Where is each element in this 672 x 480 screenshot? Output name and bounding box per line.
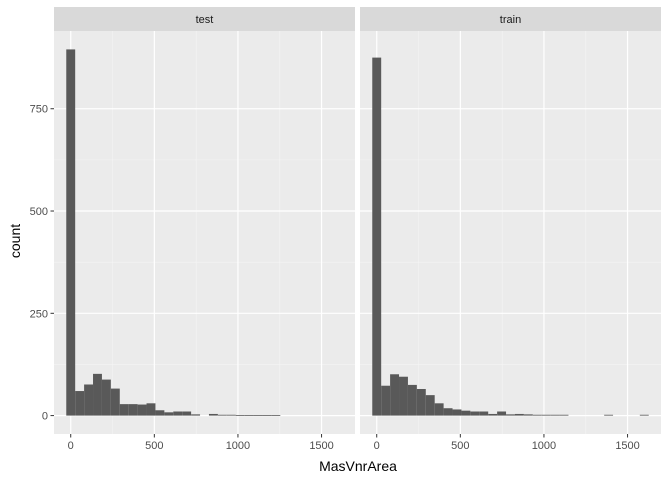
histogram-bar — [541, 414, 551, 416]
histogram-bar — [390, 374, 400, 416]
histogram-bar — [497, 411, 507, 416]
facet-strip-label: train — [500, 14, 521, 26]
histogram-bar — [93, 373, 102, 416]
x-tick-label: 0 — [374, 440, 380, 452]
facet-test: test 0 500 1000 1500 — [54, 7, 355, 452]
x-tick-label: 1000 — [532, 440, 556, 452]
histogram-bar — [550, 414, 560, 416]
y-tick-label: 0 — [42, 411, 48, 423]
y-axis: 0 250 500 750 — [30, 104, 54, 423]
x-tick-label: 500 — [451, 440, 469, 452]
y-tick-label: 250 — [30, 308, 48, 320]
histogram-bar — [416, 388, 426, 416]
histogram-bar — [235, 415, 245, 416]
facet-strip-label: test — [196, 14, 214, 26]
histogram-bar — [639, 414, 649, 416]
histogram-bar — [461, 410, 471, 416]
histogram-bar — [479, 411, 489, 416]
histogram-bar — [128, 404, 138, 416]
histogram-bar — [217, 414, 227, 416]
histogram-bar — [173, 411, 183, 416]
histogram-bar — [66, 49, 76, 416]
histogram-bar — [75, 391, 85, 416]
y-tick-label: 500 — [30, 206, 48, 218]
histogram-bar — [381, 385, 391, 416]
histogram-bar — [399, 376, 408, 416]
histogram-bar — [514, 413, 524, 416]
histogram-bar — [191, 414, 201, 416]
histogram-bar — [559, 414, 569, 416]
histogram-bar — [164, 412, 174, 416]
histogram-bar — [532, 414, 542, 416]
histogram-bar — [488, 413, 498, 416]
histogram-bar — [182, 411, 192, 416]
facet-train: train 0 500 1000 1500 — [360, 7, 661, 452]
histogram-bar — [137, 404, 147, 416]
panel-background — [54, 31, 355, 434]
facet-strip — [360, 7, 661, 31]
histogram-bar — [452, 409, 462, 416]
histogram-bar — [434, 403, 444, 416]
histogram-bar — [208, 413, 218, 416]
histogram-bar — [425, 395, 435, 416]
panel-background — [360, 31, 661, 434]
histogram-bar — [604, 414, 614, 416]
facet-strip — [54, 7, 355, 31]
histogram-bar — [506, 414, 515, 416]
histogram-bar — [84, 384, 94, 416]
histogram-bar — [155, 410, 165, 416]
y-tick-label: 750 — [30, 104, 48, 116]
x-tick-label: 1500 — [615, 440, 639, 452]
histogram-bar — [470, 411, 480, 416]
histogram-bar — [372, 57, 382, 416]
facet-panels: test 0 500 1000 1500 train 0 500 1000 1500 — [54, 7, 661, 452]
histogram-bar — [110, 388, 120, 416]
histogram-bar — [443, 408, 453, 416]
histogram-bar — [523, 414, 533, 416]
histogram-bar — [407, 384, 417, 416]
histogram-bar — [226, 414, 236, 416]
x-axis-title: MasVnrArea — [319, 458, 397, 474]
x-tick-label: 1500 — [309, 440, 333, 452]
histogram-bar — [271, 415, 281, 416]
histogram-bar — [253, 415, 263, 416]
x-tick-label: 0 — [68, 440, 74, 452]
histogram-bar — [262, 415, 272, 416]
y-axis-title: count — [7, 224, 23, 258]
histogram-bar — [146, 403, 156, 416]
histogram-bar — [244, 415, 254, 416]
histogram-bar — [119, 404, 129, 416]
x-tick-label: 500 — [145, 440, 163, 452]
x-tick-label: 1000 — [226, 440, 250, 452]
histogram-bar — [101, 379, 111, 416]
